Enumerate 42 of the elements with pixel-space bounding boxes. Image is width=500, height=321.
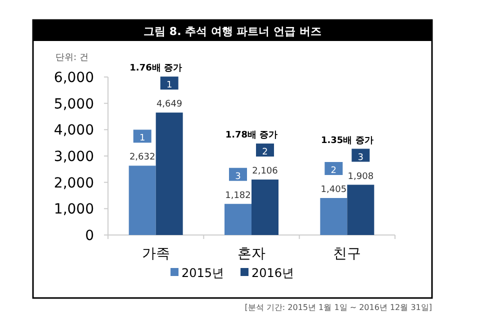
text: 4,649 bbox=[156, 100, 182, 110]
annotation: 3 bbox=[358, 152, 364, 163]
y-tick-label: 4,000 bbox=[54, 122, 94, 139]
y-tick-label: 3,000 bbox=[54, 149, 94, 165]
annotation: 2 bbox=[262, 148, 268, 158]
annotation: 1.35배 증가 bbox=[320, 136, 374, 146]
y-tick-label: 1,000 bbox=[54, 202, 94, 218]
chart-title: 그림 8. 추석 여행 파트너 언급 버즈 bbox=[144, 25, 322, 38]
text: 1,405 bbox=[320, 185, 347, 195]
rank-badge: 1 bbox=[160, 76, 178, 91]
y-axis-title: 단위: 건 bbox=[56, 53, 88, 63]
y-tick-label: 2,000 bbox=[54, 175, 94, 192]
text: 1.76배 증가 bbox=[130, 64, 182, 74]
text: 1,182 bbox=[225, 190, 251, 201]
bar bbox=[128, 166, 156, 235]
rank-badge: 2 bbox=[256, 144, 274, 158]
y-tick-label: 0 bbox=[85, 228, 94, 244]
rank-badge: 2 bbox=[324, 162, 343, 176]
legend-label: 2015년 bbox=[182, 266, 224, 280]
text: 1,908 bbox=[348, 172, 374, 182]
annotation: 1 bbox=[139, 134, 146, 144]
text: 2,106 bbox=[252, 166, 278, 177]
rank-badge: 3 bbox=[229, 168, 247, 182]
annotation: 1 bbox=[166, 80, 172, 91]
bar bbox=[252, 180, 278, 235]
legend-label: 2016년 bbox=[252, 266, 294, 280]
bar bbox=[347, 184, 374, 235]
text: [분석 기간: 2015년 1월 1일 ~ 2016년 12월 31일] bbox=[244, 303, 432, 312]
bar bbox=[224, 204, 252, 235]
y-tick-label: 5,000 bbox=[54, 96, 94, 112]
rank-badge: 3 bbox=[352, 148, 370, 163]
x-tick-label: 가족 bbox=[142, 246, 170, 262]
x-tick-label: 혼자 bbox=[238, 246, 266, 262]
x-tick-label: 친구 bbox=[333, 246, 362, 262]
y-tick-label: 6,000 bbox=[54, 70, 94, 86]
annotation: 2 bbox=[330, 166, 337, 176]
bar bbox=[156, 112, 183, 235]
rank-badge: 1 bbox=[133, 130, 152, 144]
text: 2,632 bbox=[129, 152, 156, 163]
annotation: 1.78배 증가 bbox=[225, 130, 278, 141]
bar bbox=[320, 198, 348, 235]
annotation: 3 bbox=[235, 172, 241, 182]
